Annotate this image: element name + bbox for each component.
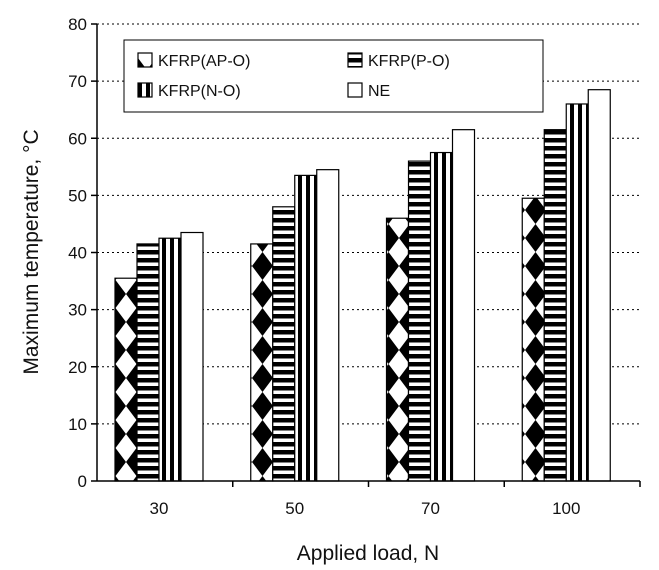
y-tick-label: 40: [68, 244, 87, 263]
legend-swatch: [137, 52, 153, 68]
x-axis-title: Applied load, N: [297, 542, 439, 565]
bars: [114, 89, 611, 482]
bar: [429, 151, 454, 482]
y-tick-label: 80: [68, 15, 87, 34]
bar: [565, 103, 589, 482]
x-tick-label: 50: [285, 499, 304, 518]
bar: [543, 129, 567, 482]
bar: [521, 197, 545, 482]
x-axis-ticks: 30 50 70 100: [150, 481, 641, 518]
legend: KFRP(AP-O) KFRP(P-O) KFRP(N-O) NE: [123, 39, 544, 113]
x-tick-label: 30: [150, 499, 169, 518]
legend-label: NE: [368, 83, 390, 100]
bar: [272, 206, 296, 482]
bar: [451, 129, 476, 482]
bar: [294, 174, 318, 482]
bar: [316, 169, 340, 482]
legend-swatch: [347, 52, 363, 68]
legend-label: KFRP(P-O): [368, 53, 450, 70]
legend-label: KFRP(AP-O): [158, 53, 250, 70]
y-tick-label: 50: [68, 186, 87, 205]
y-tick-label: 30: [68, 301, 87, 320]
legend-box: [123, 39, 544, 113]
legend-label: KFRP(N-O): [158, 83, 241, 100]
y-axis-title: Maximum temperature, °C: [20, 129, 43, 374]
x-tick-label: 100: [552, 499, 580, 518]
bar: [385, 217, 410, 482]
y-tick-label: 20: [68, 358, 87, 377]
bar: [250, 243, 274, 482]
y-axis-ticks: 0 10 20 30 40 50 60 70 80: [68, 15, 97, 491]
x-tick-label: 70: [421, 499, 440, 518]
y-tick-label: 0: [78, 472, 87, 491]
bar: [587, 89, 611, 482]
y-tick-label: 60: [68, 129, 87, 148]
y-tick-label: 70: [68, 72, 87, 91]
legend-swatch: [137, 82, 153, 98]
bar: [407, 160, 432, 482]
bar: [158, 237, 182, 482]
bar: [180, 231, 204, 482]
legend-swatch: [347, 82, 363, 98]
bar: [136, 243, 160, 482]
y-tick-label: 10: [68, 415, 87, 434]
bar: [114, 277, 138, 482]
